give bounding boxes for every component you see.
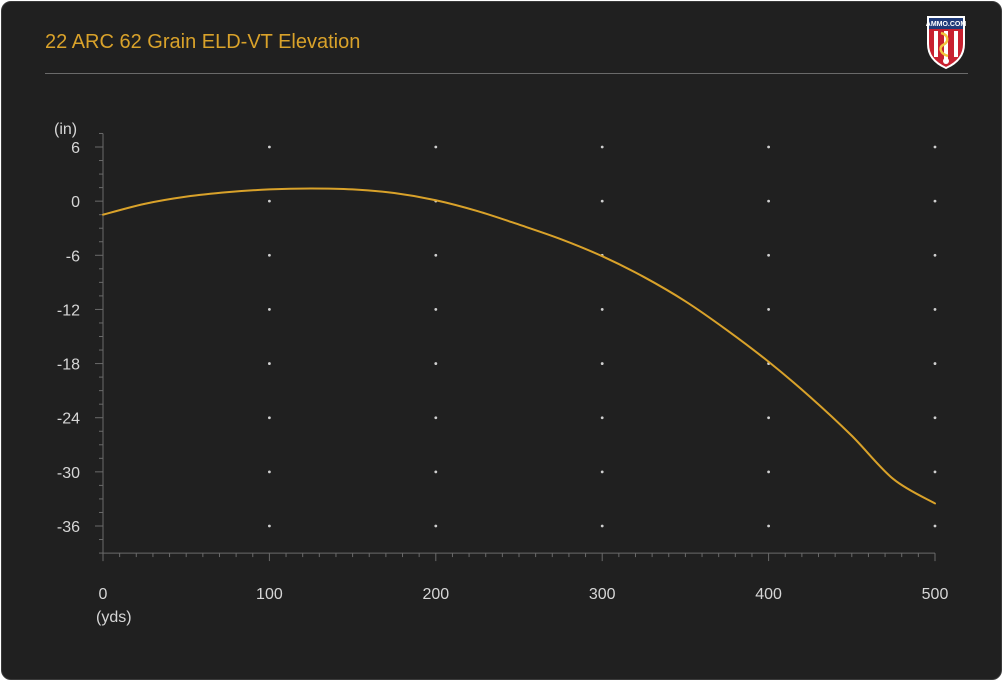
grid-dot: [268, 470, 271, 474]
grid-dot: [434, 470, 438, 474]
x-tick-label: 400: [755, 586, 782, 603]
x-tick-label: 500: [922, 586, 949, 603]
grid-dot: [268, 199, 271, 203]
y-tick-label: -6: [66, 248, 80, 265]
grid-dot: [767, 470, 770, 474]
grid-dot: [434, 416, 438, 420]
grid-dot: [434, 253, 438, 257]
grid-dot: [933, 308, 937, 311]
grid-dot: [767, 145, 770, 149]
chart-title: 22 ARC 62 Grain ELD-VT Elevation: [45, 31, 361, 53]
elevation-series-line: [102, 187, 936, 505]
grid-dot: [767, 253, 770, 257]
grid-dot: [434, 308, 438, 311]
grid-dot: [933, 362, 937, 365]
y-tick-label: -24: [57, 411, 80, 428]
grid-dot: [600, 308, 604, 311]
x-tick-label: 100: [256, 586, 283, 603]
grid-dot: [933, 524, 937, 528]
grid-dot: [434, 524, 438, 528]
x-tick-label: 0: [99, 586, 108, 603]
grid-dot: [434, 362, 438, 365]
grid-dot: [434, 145, 438, 149]
y-tick-label: -18: [57, 357, 80, 374]
x-axis-unit-label: (yds): [96, 609, 132, 626]
y-axis-unit-label: (in): [54, 121, 77, 138]
y-tick-label: 6: [71, 140, 80, 157]
y-axis-tick-labels: 6 0 -6 -12 -18 -24 -30 -36: [57, 140, 80, 536]
x-tick-label: 300: [589, 586, 616, 603]
y-tick-label: -12: [57, 302, 80, 319]
grid-dot: [268, 524, 271, 528]
series-layer: [102, 187, 936, 505]
grid-dot: [600, 145, 604, 149]
x-axis-tick-labels: 0 100 200 300 400 500: [99, 586, 949, 603]
grid-dot: [933, 416, 937, 420]
grid-dot: [600, 470, 604, 474]
grid-dot: [600, 416, 604, 420]
y-tick-label: -36: [57, 519, 80, 536]
grid-dot: [933, 470, 937, 474]
grid-dot: [933, 145, 937, 149]
logo-text: AMMO.COM: [926, 21, 967, 28]
grid-dot: [268, 145, 271, 149]
grid-dots: [268, 145, 937, 528]
y-tick-label: -30: [57, 465, 80, 482]
grid-dot: [767, 199, 770, 203]
grid-dot: [767, 524, 770, 528]
grid-dot: [933, 253, 937, 257]
grid-dot: [767, 416, 770, 420]
grid-dot: [268, 416, 271, 420]
grid-dot: [600, 199, 604, 203]
grid-dot: [268, 362, 271, 365]
grid-dot: [268, 253, 271, 257]
y-tick-label: 0: [71, 194, 80, 211]
chart-axes: [95, 132, 936, 562]
ammo-com-logo-icon[interactable]: AMMO.COM: [925, 14, 967, 70]
grid-dot: [600, 362, 604, 365]
grid-dot: [933, 199, 937, 203]
title-divider: [45, 73, 968, 74]
grid-dot: [600, 524, 604, 528]
grid-dot: [767, 308, 770, 311]
grid-dot: [268, 308, 271, 311]
x-tick-label: 200: [422, 586, 449, 603]
